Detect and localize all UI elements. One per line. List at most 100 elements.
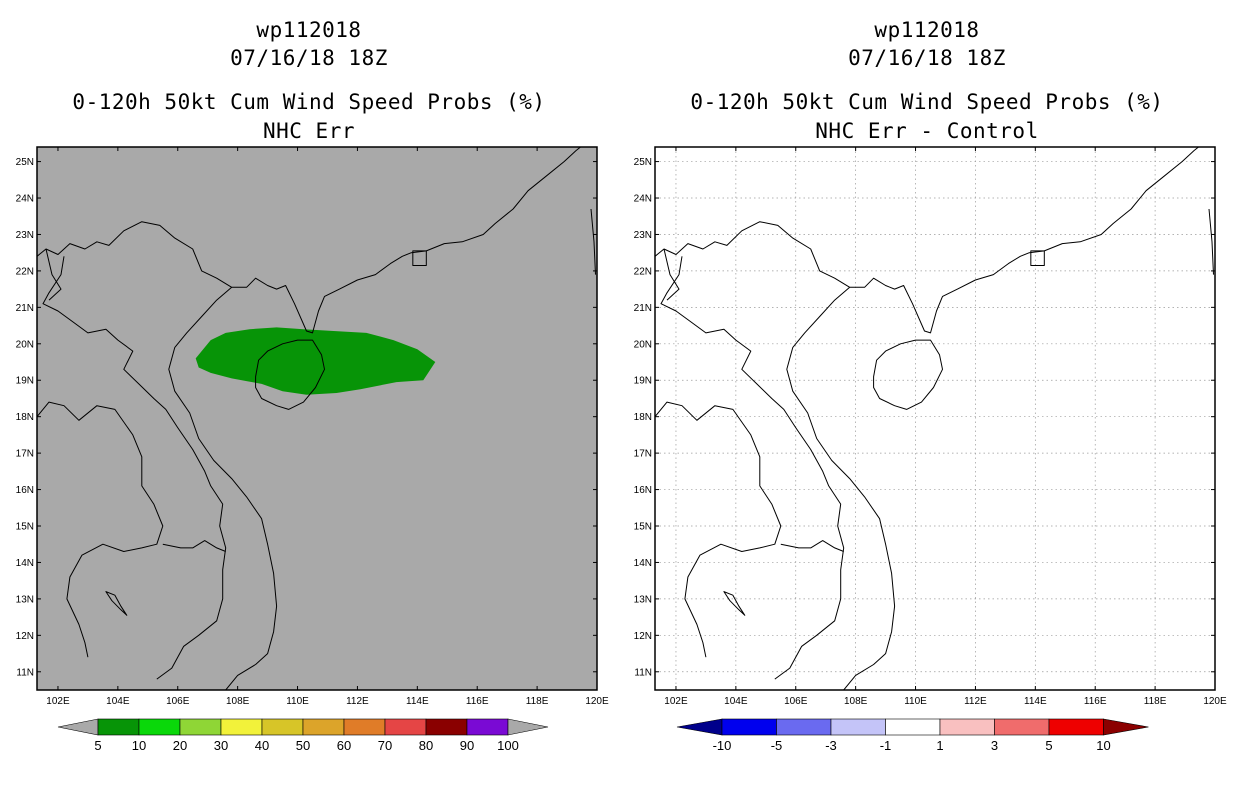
map-frame xyxy=(36,146,598,691)
colorbar-label: 5 xyxy=(94,738,101,753)
lat-label: 24N xyxy=(16,194,34,205)
lon-label: 120E xyxy=(585,696,609,707)
colorbar-box xyxy=(721,718,777,736)
map-background xyxy=(655,147,1215,690)
lon-label: 110E xyxy=(286,696,309,707)
lat-label: 22N xyxy=(16,266,34,277)
lon-label: 112E xyxy=(964,696,987,707)
border-china xyxy=(45,248,62,301)
coastline-taiwan xyxy=(1208,208,1214,275)
lon-label: 116E xyxy=(466,696,489,707)
colorbar: 5 10 20 30 40 50 60 70 80 90 100 xyxy=(57,718,549,753)
coastline-taiwan xyxy=(590,208,596,275)
lat-label: 21N xyxy=(16,303,34,314)
lat-label: 12N xyxy=(16,631,34,642)
product-title: 0-120h 50kt Cum Wind Speed Probs (%) xyxy=(690,90,1164,114)
coastline-vietnam xyxy=(786,286,896,690)
tonle-sap-lake xyxy=(723,591,746,616)
lon-label: 102E xyxy=(46,696,70,707)
colorbar-box xyxy=(885,718,941,736)
lat-label: 15N xyxy=(634,522,652,533)
lat-label: 16N xyxy=(634,485,652,496)
border-china xyxy=(663,248,680,301)
border-vietnam-laos xyxy=(42,256,227,680)
colorbar-box xyxy=(830,718,886,736)
lat-label: 14N xyxy=(16,558,34,569)
lat-label: 18N xyxy=(16,412,34,423)
colorbar-label: 30 xyxy=(214,738,228,753)
lat-label: 25N xyxy=(16,157,34,168)
colorbar-box xyxy=(776,718,832,736)
probability-map: 11N 12N 13N 14N 15N 16N 17N 18N 19N 20N 21N 22N 23N 2… xyxy=(16,146,609,753)
datetime-title: 07/16/18 18Z xyxy=(230,46,388,70)
colorbar-label: 1 xyxy=(936,738,943,753)
lat-label: 22N xyxy=(634,266,652,277)
lat-label: 20N xyxy=(634,339,652,350)
colorbar-label: 40 xyxy=(255,738,269,753)
border-thailand-laos-cambodia xyxy=(37,401,164,658)
border-cambodia-vietnam xyxy=(780,540,844,552)
colorbar-label: -1 xyxy=(880,738,892,753)
coastline-hainan xyxy=(255,339,325,410)
coastline-china xyxy=(37,147,582,334)
lat-label: 11N xyxy=(16,667,34,678)
lat-label: 14N xyxy=(634,558,652,569)
colorbar-box xyxy=(138,718,181,736)
colorbar-label: 20 xyxy=(173,738,187,753)
panel-subtitle: NHC Err - Control xyxy=(815,119,1039,143)
coastline-hainan xyxy=(873,339,943,410)
colorbar-label: 10 xyxy=(1096,738,1110,753)
colorbar-label: -3 xyxy=(825,738,837,753)
lon-label: 116E xyxy=(1084,696,1107,707)
lat-label: 19N xyxy=(634,376,652,387)
colorbar-label: -5 xyxy=(771,738,783,753)
colorbar-box xyxy=(466,718,509,736)
grid-lines xyxy=(655,147,1215,690)
colorbar-box xyxy=(97,718,140,736)
colorbar-box xyxy=(425,718,468,736)
hong-kong-box xyxy=(412,250,427,266)
colorbar-label: -10 xyxy=(713,738,732,753)
colorbar-label: 10 xyxy=(132,738,146,753)
left-panel: wp112018 07/16/18 18Z 0-120h 50kt Cum Wi… xyxy=(16,18,609,753)
lon-label: 102E xyxy=(664,696,688,707)
coastlines xyxy=(37,147,596,690)
colorbar-box xyxy=(302,718,345,736)
lon-label: 106E xyxy=(784,696,808,707)
lat-label: 17N xyxy=(634,449,652,460)
lat-label: 20N xyxy=(16,339,34,350)
colorbar: -10 -5 -3 -1 1 3 5 10 xyxy=(676,718,1149,753)
storm-id-title: wp112018 xyxy=(256,18,362,42)
lat-label: 24N xyxy=(634,194,652,205)
lon-label: 104E xyxy=(106,696,130,707)
border-cambodia-vietnam xyxy=(162,540,226,552)
lat-label: 19N xyxy=(16,376,34,387)
lat-label: 16N xyxy=(16,485,34,496)
lon-label: 118E xyxy=(526,696,549,707)
tonle-sap-lake xyxy=(105,591,128,616)
lon-label: 104E xyxy=(724,696,748,707)
colorbar-label: 60 xyxy=(337,738,351,753)
storm-id-title: wp112018 xyxy=(874,18,980,42)
border-thailand-laos-cambodia xyxy=(655,401,782,658)
colorbar-arrow-right xyxy=(507,718,549,736)
lon-label: 120E xyxy=(1203,696,1227,707)
colorbar-box xyxy=(939,718,995,736)
lon-label: 114E xyxy=(406,696,429,707)
map-frame xyxy=(654,146,1216,691)
colorbar-box xyxy=(1048,718,1104,736)
colorbar-label: 90 xyxy=(460,738,474,753)
map-background xyxy=(37,147,597,690)
hong-kong-box xyxy=(1030,250,1045,266)
colorbar-box xyxy=(220,718,263,736)
colorbar-box xyxy=(384,718,427,736)
colorbar-label: 70 xyxy=(378,738,392,753)
lat-label: 25N xyxy=(634,157,652,168)
colorbar-label: 50 xyxy=(296,738,310,753)
lon-label: 108E xyxy=(226,696,250,707)
lat-label: 21N xyxy=(634,303,652,314)
colorbar-label: 100 xyxy=(497,738,519,753)
right-panel: wp112018 07/16/18 18Z 0-120h 50kt Cum Wi… xyxy=(618,0,1236,800)
lat-label: 15N xyxy=(16,522,34,533)
lat-label: 12N xyxy=(634,631,652,642)
